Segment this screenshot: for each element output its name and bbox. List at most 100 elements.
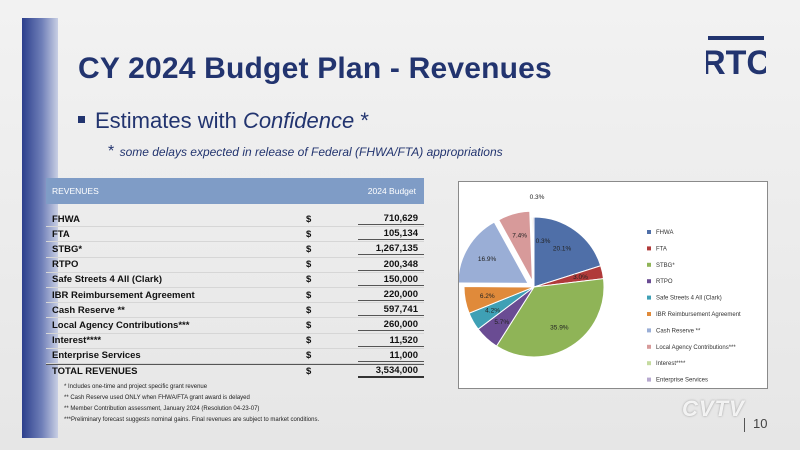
page-separator <box>744 417 745 432</box>
logo-text: RTC <box>706 44 766 78</box>
note-star: * <box>108 143 115 160</box>
row-label: STBG* <box>52 243 83 255</box>
legend-swatch <box>647 262 651 267</box>
pie-slice-label: 0.3% <box>536 238 551 245</box>
table-row: STBG* $1,267,135 <box>46 242 424 258</box>
row-amount: 1,267,135 <box>358 243 424 256</box>
table-row: Local Agency Contributions*** $260,000 <box>46 318 424 334</box>
pie-slice-label: 3.0% <box>573 274 588 281</box>
legend-label: RTPO <box>656 279 673 285</box>
pie-slice-label: 6.2% <box>480 293 495 300</box>
pie-chart-panel: 20.1% 3.0% 35.9% 5.7% 4.2% 6.2% 16.9% 7.4% 0.3% 0… <box>457 181 768 389</box>
table-row: Interest**** $11,520 <box>46 334 424 349</box>
row-currency: $ <box>306 319 312 331</box>
legend-label: Local Agency Contributions*** <box>656 345 736 351</box>
row-amount: 11,520 <box>358 335 424 347</box>
table-row: RTPO $200,348 <box>46 258 424 273</box>
legend-swatch <box>647 377 651 382</box>
pie-slice <box>497 210 533 282</box>
legend-swatch <box>647 230 651 234</box>
legend-swatch <box>647 246 651 251</box>
row-amount: 11,000 <box>358 350 424 362</box>
legend-swatch <box>647 361 651 366</box>
footnote-3: ** Member Contribution assessment, Janua… <box>64 406 260 413</box>
row-currency: $ <box>306 243 312 255</box>
pie-slice-label: 20.1% <box>553 246 572 253</box>
legend-label: Safe Streets 4 All (Clark) <box>656 296 722 302</box>
footnote-note: * some delays expected in release of Fed… <box>108 143 503 161</box>
pie-slice-label: 7.4% <box>512 232 527 239</box>
legend-swatch <box>647 312 651 316</box>
pie-slice <box>495 278 605 358</box>
legend-label: Enterprise Services <box>656 378 708 384</box>
row-currency: $ <box>306 289 312 301</box>
pie-slice-label: 35.9% <box>550 324 569 331</box>
rtc-logo: RTC <box>706 36 766 78</box>
header-revenues: REVENUES <box>52 186 99 196</box>
legend-label: IBR Reimbursement Agreement <box>656 312 741 318</box>
header-budget: 2024 Budget <box>367 186 416 196</box>
bullet-suffix: * <box>354 108 369 133</box>
revenue-pie-chart: 20.1% 3.0% 35.9% 5.7% 4.2% 6.2% 16.9% 7.4% 0.3% 0… <box>457 194 741 384</box>
footnote-1: * Includes one-time and project specific… <box>64 384 208 391</box>
pie-slice <box>532 216 535 288</box>
legend-label: Interest**** <box>656 361 686 367</box>
row-amount: 260,000 <box>358 319 424 332</box>
row-label: FTA <box>52 228 70 240</box>
total-row: TOTAL REVENUES $ 3,534,000 <box>46 363 424 379</box>
row-label: FHWA <box>52 213 80 225</box>
page-number: 10 <box>744 416 767 432</box>
footnotes: * Includes one-time and project specific… <box>64 382 424 426</box>
pie-slice-label: 5.7% <box>494 319 509 326</box>
row-label: IBR Reimbursement Agreement <box>52 289 195 301</box>
legend-swatch <box>647 295 651 300</box>
page-number-text: 10 <box>753 416 768 431</box>
pie-slice <box>457 221 529 284</box>
legend-swatch <box>647 344 651 349</box>
row-label: Safe Streets 4 All (Clark) <box>52 274 162 286</box>
row-currency: $ <box>306 213 312 225</box>
row-currency: $ <box>306 350 312 362</box>
legend-label: FHWA <box>656 230 673 236</box>
total-amount: 3,534,000 <box>358 365 424 379</box>
cvtv-watermark: CVTV <box>682 396 745 421</box>
total-label: TOTAL REVENUES <box>52 366 138 378</box>
row-amount: 150,000 <box>358 274 424 286</box>
row-currency: $ <box>306 274 312 286</box>
table-row: Safe Streets 4 All (Clark) $150,000 <box>46 273 424 288</box>
pie-slice-label: 16.9% <box>478 256 497 263</box>
footnote-2: ** Cash Reserve used ONLY when FHWA/FTA … <box>64 395 250 402</box>
row-amount: 710,629 <box>358 213 424 226</box>
table-row: Enterprise Services $11,000 <box>46 349 424 364</box>
row-amount: 220,000 <box>358 289 424 302</box>
row-amount: 597,741 <box>358 304 424 317</box>
revenue-table: REVENUES 2024 Budget FHWA $710,629 FTA $105… <box>46 178 424 426</box>
bullet-emphasis: Confidence <box>242 108 355 133</box>
row-currency: $ <box>306 228 312 240</box>
table-header: REVENUES 2024 Budget <box>46 178 424 204</box>
bullet-prefix: Estimates with <box>95 108 243 133</box>
row-label: Enterprise Services <box>52 350 141 362</box>
note-text: some delays expected in release of Feder… <box>119 145 503 159</box>
row-label: Cash Reserve ** <box>52 304 125 316</box>
legend-swatch <box>647 328 651 333</box>
legend-swatch <box>647 279 651 284</box>
legend-label: FTA <box>656 246 667 252</box>
row-label: Interest**** <box>52 335 102 347</box>
legend-label: Cash Reserve ** <box>656 328 701 334</box>
row-amount: 200,348 <box>358 259 424 271</box>
row-currency: $ <box>306 335 312 347</box>
pie-slice-label: 4.2% <box>485 307 500 314</box>
bullet-point: Estimates with Confidence * <box>78 108 369 134</box>
row-amount: 105,134 <box>358 228 424 241</box>
pie-slice-label: 0.3% <box>530 194 545 201</box>
footnote-4: ***Preliminary forecast suggests nominal… <box>64 417 320 424</box>
row-label: RTPO <box>52 259 79 271</box>
total-currency: $ <box>306 366 312 378</box>
legend-label: STBG* <box>656 263 675 269</box>
table-row: FTA $105,134 <box>46 227 424 243</box>
pie-slice <box>463 286 535 314</box>
decorative-side-bar <box>22 18 58 438</box>
table-row: Cash Reserve ** $597,741 <box>46 303 424 319</box>
